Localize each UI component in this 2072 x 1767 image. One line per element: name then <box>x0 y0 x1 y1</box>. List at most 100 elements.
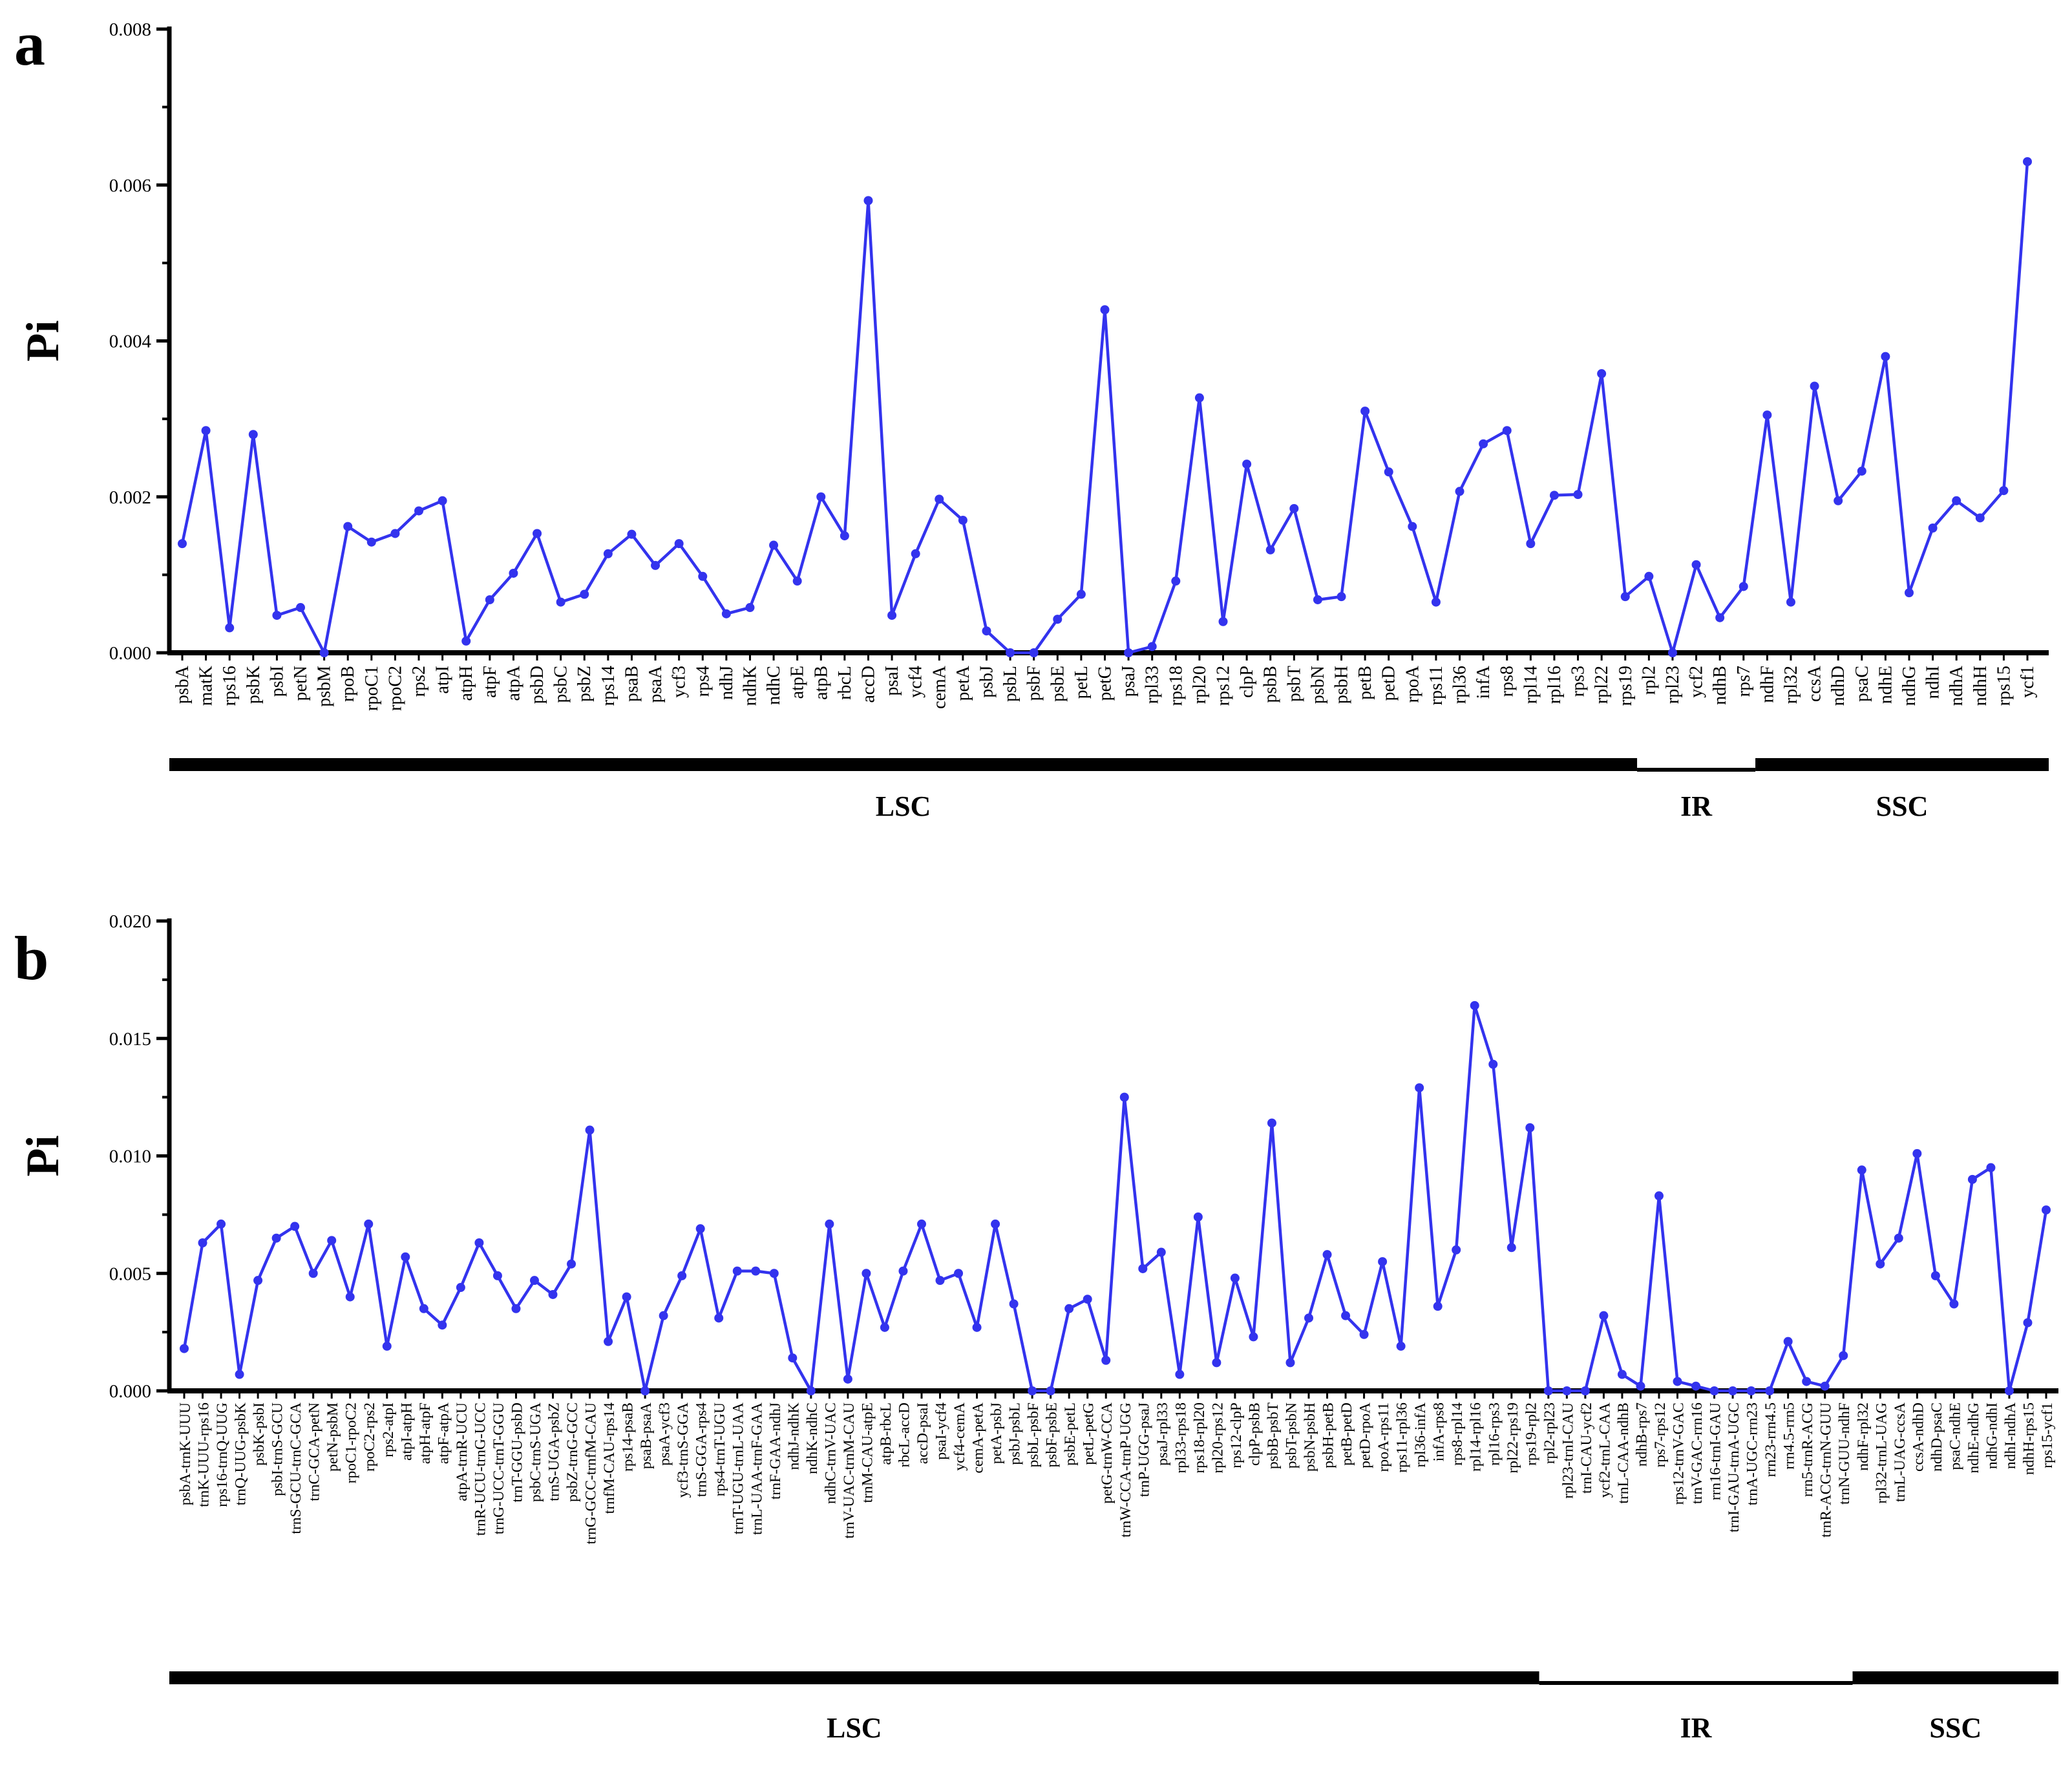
x-tick-label: psaJ-rpl33 <box>1154 1402 1171 1466</box>
data-point <box>1171 577 1181 586</box>
data-point <box>492 1271 502 1280</box>
data-point <box>1488 1059 1498 1069</box>
data-point <box>825 1219 834 1229</box>
data-point <box>1100 305 1110 315</box>
data-point <box>954 1269 964 1278</box>
data-point <box>958 515 967 525</box>
x-tick-label: petL <box>1072 666 1092 699</box>
data-point <box>1285 1358 1295 1368</box>
x-tick-label: psbC-trnS-UGA <box>527 1402 544 1502</box>
data-point <box>1644 571 1654 581</box>
x-tick-label: ccsA <box>1805 665 1825 702</box>
data-point <box>556 597 566 607</box>
x-tick-label: psbA-trnK-UUU <box>177 1402 194 1505</box>
x-tick-label: rpl16 <box>1545 666 1565 704</box>
data-point <box>651 560 661 570</box>
x-tick-label: trnL-UAG-ccsA <box>1892 1402 1908 1502</box>
x-tick-label: ndhE <box>1876 666 1896 704</box>
data-point <box>1975 513 1985 523</box>
pi-series-line <box>180 161 2029 655</box>
x-tick-label: psbF <box>1024 666 1044 701</box>
x-tick-label: rps14 <box>598 666 618 706</box>
x-tick-label: rpl23 <box>1663 666 1683 704</box>
data-point <box>1820 1381 1830 1391</box>
panel-letter: a <box>14 9 45 78</box>
x-tick-label: rps12-trnV-GAC <box>1671 1402 1687 1505</box>
x-tick-label: ndhK <box>740 666 760 706</box>
x-tick-label: rpl22-rps19 <box>1505 1402 1521 1474</box>
x-tick-label: atpI-atpH <box>398 1402 415 1461</box>
x-tick-label: trnA-UGC-rrn23 <box>1744 1402 1761 1505</box>
data-point <box>862 1269 871 1278</box>
x-tick-label: trnR-ACG-trnN-GUU <box>1818 1402 1835 1538</box>
x-tick-label: atpH-atpF <box>417 1402 434 1464</box>
data-point <box>732 1266 742 1276</box>
data-point <box>548 1289 558 1299</box>
x-tick-label: rps2-atpI <box>380 1402 397 1457</box>
data-point <box>1408 522 1417 531</box>
data-point <box>1064 1304 1074 1313</box>
data-point <box>461 636 471 646</box>
x-tick-label: psbT <box>1284 666 1304 702</box>
x-tick-label: psbJ-psbL <box>1007 1402 1024 1465</box>
data-point <box>916 1219 926 1229</box>
data-point <box>1083 1295 1092 1304</box>
x-tick-label: clpP-psbB <box>1246 1402 1263 1466</box>
x-tick-label: rps12-clpP <box>1228 1402 1245 1468</box>
data-point <box>438 496 447 505</box>
data-point <box>1009 1299 1019 1309</box>
x-tick-label: ndhE-ndhG <box>1965 1402 1982 1474</box>
data-point <box>198 1238 207 1247</box>
data-point <box>217 1219 226 1229</box>
x-tick-label: rps4 <box>693 666 713 697</box>
x-tick-label: ndhI-ndhA <box>2002 1402 2019 1469</box>
data-point <box>327 1236 337 1245</box>
data-point <box>769 540 779 550</box>
x-tick-label: psbF-psbE <box>1044 1402 1061 1468</box>
y-tick-label: 0.020 <box>109 911 151 932</box>
data-point <box>1654 1191 1664 1201</box>
data-point <box>401 1252 410 1262</box>
x-tick-label: rps16-trnQ-UUG <box>214 1402 231 1507</box>
x-tick-label: rpoC2 <box>385 666 405 711</box>
data-point <box>1636 1381 1645 1391</box>
x-tick-label: psbT-psbN <box>1283 1402 1300 1468</box>
x-tick-label: trnF-GAA-ndhJ <box>767 1402 784 1499</box>
data-point <box>982 626 991 636</box>
x-tick-label: rpoC2-rps2 <box>361 1402 378 1472</box>
data-point <box>898 1266 908 1276</box>
y-tick-label: 0.008 <box>109 19 151 40</box>
data-point <box>180 1344 189 1353</box>
data-point <box>1986 1163 1996 1172</box>
data-point <box>1894 1233 1903 1243</box>
region-bar-ir <box>1637 768 1756 772</box>
x-tick-label: psaB <box>622 666 642 702</box>
data-point <box>1147 642 1157 651</box>
x-tick-label: trnN-GUU-ndhF <box>1836 1402 1853 1505</box>
x-tick-label: psaB-psaA <box>638 1402 655 1469</box>
data-point <box>1765 1386 1775 1395</box>
data-point <box>511 1304 521 1313</box>
x-tick-label: rpl32-trnL-UAG <box>1873 1402 1890 1504</box>
data-point <box>485 595 494 604</box>
x-tick-label: trnK-UUU-rps16 <box>196 1402 213 1507</box>
data-point <box>1289 503 1299 513</box>
data-point <box>1470 1000 1479 1010</box>
x-tick-label: psbM <box>315 666 335 707</box>
x-tick-label: rpoA-rps11 <box>1375 1402 1392 1472</box>
x-tick-label: rps3 <box>1569 666 1589 697</box>
x-tick-label: clpP <box>1237 666 1257 698</box>
x-tick-label: ycf2-trnL-CAA <box>1596 1402 1613 1498</box>
data-point <box>2023 1318 2033 1328</box>
x-tick-label: rps8-rpl14 <box>1449 1402 1466 1466</box>
data-point <box>1525 1123 1535 1132</box>
data-point <box>438 1320 447 1330</box>
x-tick-label: accD <box>858 666 878 703</box>
data-point <box>1949 1299 1959 1309</box>
x-tick-label: rbcL <box>835 666 855 700</box>
x-tick-label: ndhI <box>1923 666 1943 699</box>
data-point <box>2023 157 2032 167</box>
x-tick-label: rpl36-infA <box>1412 1402 1429 1468</box>
x-tick-label: trnI-CAU-ycf2 <box>1578 1402 1595 1494</box>
data-point <box>935 494 944 504</box>
